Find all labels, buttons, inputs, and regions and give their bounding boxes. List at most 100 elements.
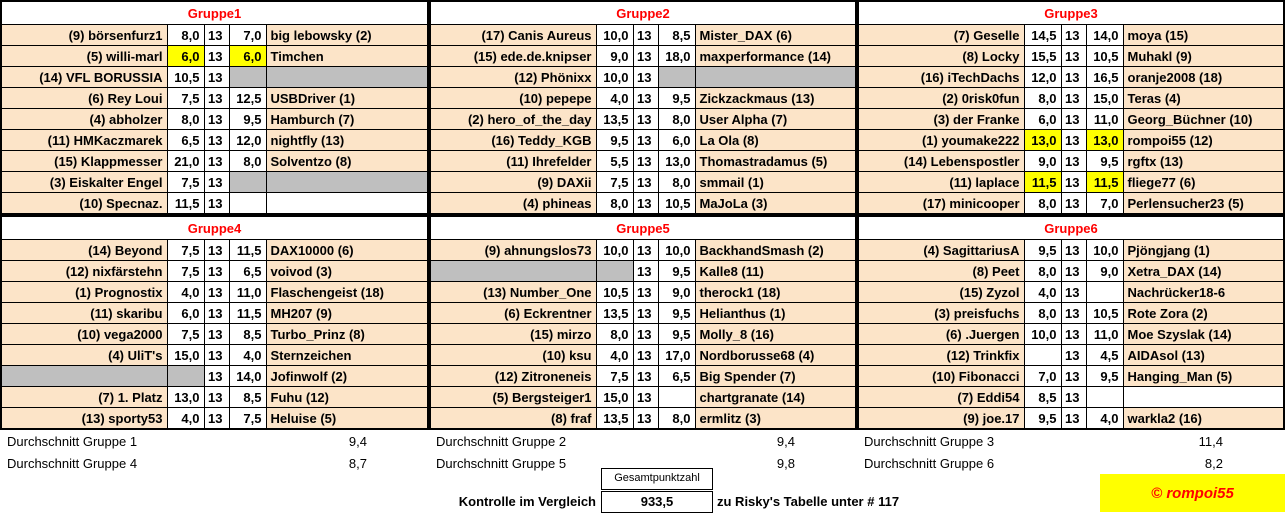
score-right-cell[interactable]: 11,0 — [1085, 108, 1124, 130]
games-count-cell[interactable]: 13 — [203, 150, 230, 172]
games-count-cell[interactable]: 13 — [632, 108, 659, 130]
player-right-cell[interactable]: rgftx (13) — [1122, 150, 1285, 172]
score-right-cell[interactable] — [228, 66, 267, 88]
average-group-5[interactable]: Durchschnitt Gruppe 5 9,8 — [429, 456, 857, 471]
score-left-cell[interactable]: 6,0 — [166, 302, 205, 324]
player-left-cell[interactable]: (9) DAXii — [429, 171, 597, 193]
score-right-cell[interactable]: 6,0 — [657, 129, 696, 151]
player-left-cell[interactable]: (2) hero_of_the_day — [429, 108, 597, 130]
score-left-cell[interactable]: 13,0 — [166, 386, 205, 408]
score-right-cell[interactable]: 8,0 — [657, 407, 696, 430]
player-left-cell[interactable]: (11) Ihrefelder — [429, 150, 597, 172]
games-count-cell[interactable]: 13 — [632, 24, 659, 46]
player-right-cell[interactable]: oranje2008 (18) — [1122, 66, 1285, 88]
score-right-cell[interactable]: 7,0 — [1085, 192, 1124, 215]
score-left-cell[interactable]: 7,5 — [595, 171, 634, 193]
score-left-cell[interactable]: 9,5 — [1023, 407, 1062, 430]
score-left-cell[interactable]: 7,5 — [166, 323, 205, 345]
player-right-cell[interactable] — [265, 66, 429, 88]
group-title[interactable]: Gruppe1 — [0, 0, 429, 25]
score-right-cell[interactable]: 18,0 — [657, 45, 696, 67]
score-left-cell[interactable] — [1023, 344, 1062, 366]
player-right-cell[interactable]: Kalle8 (11) — [694, 260, 857, 282]
player-right-cell[interactable]: Muhakl (9) — [1122, 45, 1285, 67]
score-left-cell[interactable]: 8,0 — [1023, 302, 1062, 324]
score-right-cell[interactable]: 9,5 — [657, 302, 696, 324]
score-left-cell[interactable]: 6,0 — [1023, 108, 1062, 130]
score-right-cell[interactable] — [657, 386, 696, 408]
score-left-cell[interactable]: 4,0 — [166, 281, 205, 303]
player-right-cell[interactable]: USBDriver (1) — [265, 87, 429, 109]
score-right-cell[interactable]: 10,0 — [1085, 239, 1124, 261]
score-left-cell[interactable]: 8,0 — [1023, 192, 1062, 215]
player-right-cell[interactable]: chartgranate (14) — [694, 386, 857, 408]
games-count-cell[interactable]: 13 — [1060, 407, 1087, 430]
player-right-cell[interactable]: Big Spender (7) — [694, 365, 857, 387]
score-right-cell[interactable]: 12,0 — [228, 129, 267, 151]
player-right-cell[interactable]: Jofinwolf (2) — [265, 365, 429, 387]
player-left-cell[interactable]: (4) abholzer — [0, 108, 168, 130]
games-count-cell[interactable]: 13 — [632, 344, 659, 366]
games-count-cell[interactable]: 13 — [1060, 260, 1087, 282]
games-count-cell[interactable]: 13 — [632, 129, 659, 151]
score-right-cell[interactable]: 17,0 — [657, 344, 696, 366]
score-right-cell[interactable] — [228, 171, 267, 193]
player-right-cell[interactable]: Rote Zora (2) — [1122, 302, 1285, 324]
player-left-cell[interactable]: (3) preisfuchs — [857, 302, 1025, 324]
score-left-cell[interactable]: 8,0 — [595, 323, 634, 345]
games-count-cell[interactable]: 13 — [203, 344, 230, 366]
player-right-cell[interactable]: MaJoLa (3) — [694, 192, 857, 215]
player-left-cell[interactable]: (4) UliT's — [0, 344, 168, 366]
games-count-cell[interactable]: 13 — [632, 281, 659, 303]
score-left-cell[interactable]: 10,5 — [595, 281, 634, 303]
games-count-cell[interactable]: 13 — [1060, 45, 1087, 67]
group-title[interactable]: Gruppe6 — [857, 215, 1285, 240]
score-right-cell[interactable]: 10,5 — [1085, 302, 1124, 324]
player-right-cell[interactable]: Flaschengeist (18) — [265, 281, 429, 303]
games-count-cell[interactable]: 13 — [1060, 323, 1087, 345]
score-right-cell[interactable]: 13,0 — [657, 150, 696, 172]
player-right-cell[interactable]: La Ola (8) — [694, 129, 857, 151]
score-left-cell[interactable]: 13,0 — [1023, 129, 1062, 151]
games-count-cell[interactable]: 13 — [632, 171, 659, 193]
score-left-cell[interactable]: 7,0 — [1023, 365, 1062, 387]
score-left-cell[interactable]: 21,0 — [166, 150, 205, 172]
games-count-cell[interactable]: 13 — [1060, 344, 1087, 366]
games-count-cell[interactable]: 13 — [1060, 239, 1087, 261]
player-right-cell[interactable]: Nachrücker18-6 — [1122, 281, 1285, 303]
score-right-cell[interactable]: 15,0 — [1085, 87, 1124, 109]
games-count-cell[interactable]: 13 — [632, 407, 659, 430]
player-right-cell[interactable]: voivod (3) — [265, 260, 429, 282]
score-left-cell[interactable]: 7,5 — [166, 87, 205, 109]
player-left-cell[interactable]: (12) nixfärstehn — [0, 260, 168, 282]
games-count-cell[interactable]: 13 — [1060, 365, 1087, 387]
player-left-cell[interactable]: (10) Fibonacci — [857, 365, 1025, 387]
score-right-cell[interactable]: 13,0 — [1085, 129, 1124, 151]
player-right-cell[interactable] — [265, 192, 429, 215]
games-count-cell[interactable]: 13 — [632, 365, 659, 387]
games-count-cell[interactable]: 13 — [203, 239, 230, 261]
games-count-cell[interactable]: 13 — [632, 87, 659, 109]
player-right-cell[interactable]: fliege77 (6) — [1122, 171, 1285, 193]
games-count-cell[interactable]: 13 — [203, 192, 230, 215]
average-group-1[interactable]: Durchschnitt Gruppe 1 9,4 — [0, 434, 429, 449]
player-left-cell[interactable]: (17) Canis Aureus — [429, 24, 597, 46]
score-left-cell[interactable]: 10,0 — [595, 66, 634, 88]
player-left-cell[interactable]: (3) Eiskalter Engel — [0, 171, 168, 193]
score-left-cell[interactable]: 8,0 — [1023, 260, 1062, 282]
player-right-cell[interactable]: Mister_DAX (6) — [694, 24, 857, 46]
player-left-cell[interactable]: (15) Klappmesser — [0, 150, 168, 172]
games-count-cell[interactable]: 13 — [203, 302, 230, 324]
player-left-cell[interactable]: (9) joe.17 — [857, 407, 1025, 430]
average-group-2[interactable]: Durchschnitt Gruppe 2 9,4 — [429, 434, 857, 449]
player-left-cell[interactable]: (12) Phönixx — [429, 66, 597, 88]
score-left-cell[interactable]: 9,0 — [1023, 150, 1062, 172]
player-left-cell[interactable]: (10) vega2000 — [0, 323, 168, 345]
player-left-cell[interactable]: (15) ede.de.knipser — [429, 45, 597, 67]
score-left-cell[interactable]: 13,5 — [595, 407, 634, 430]
player-right-cell[interactable]: nightfly (13) — [265, 129, 429, 151]
player-right-cell[interactable]: Fuhu (12) — [265, 386, 429, 408]
score-left-cell[interactable]: 13,5 — [595, 302, 634, 324]
score-right-cell[interactable]: 11,5 — [1085, 171, 1124, 193]
player-left-cell[interactable]: (11) skaribu — [0, 302, 168, 324]
